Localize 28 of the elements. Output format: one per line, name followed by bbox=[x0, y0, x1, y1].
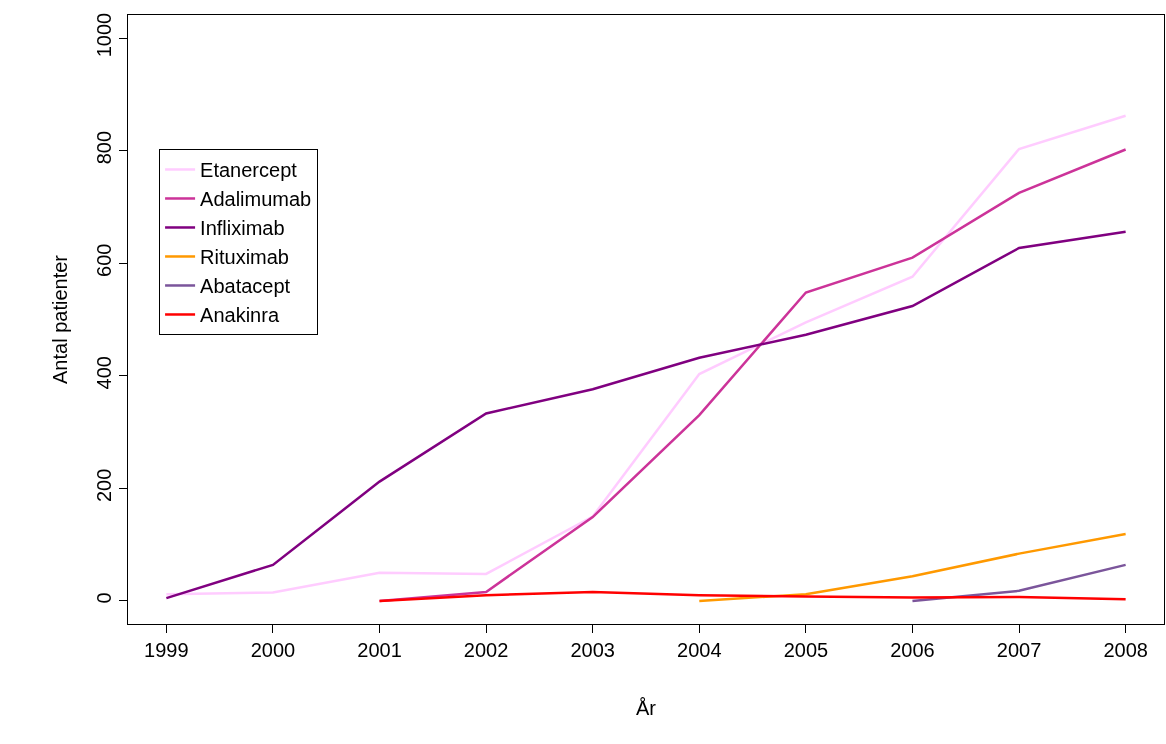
x-tick-label: 2005 bbox=[783, 639, 829, 661]
y-tick-label: 200 bbox=[93, 468, 115, 503]
x-tick-label: 2007 bbox=[996, 639, 1042, 661]
x-tick-label: 2003 bbox=[570, 639, 615, 661]
x-tick-label: 2002 bbox=[463, 639, 509, 661]
y-tick-label: 600 bbox=[93, 243, 115, 277]
legend-label: Adalimumab bbox=[200, 188, 312, 211]
legend-label: Etanercept bbox=[200, 159, 298, 182]
x-axis-title: År bbox=[636, 696, 657, 719]
x-tick-label: 2000 bbox=[250, 639, 296, 661]
legend-label: Abatacept bbox=[200, 275, 291, 298]
y-axis-title: Antal patienter bbox=[48, 254, 71, 384]
legend-label: Anakinra bbox=[200, 304, 280, 327]
x-tick-label: 1999 bbox=[144, 639, 189, 661]
y-tick-label: 0 bbox=[93, 592, 115, 604]
x-tick-label: 2004 bbox=[677, 639, 722, 661]
y-tick-label: 1000 bbox=[93, 12, 115, 58]
line-series bbox=[378, 590, 1127, 603]
legend-label: Rituximab bbox=[200, 246, 289, 269]
y-tick-label: 800 bbox=[93, 130, 115, 165]
x-tick-label: 2006 bbox=[890, 639, 935, 661]
line-series bbox=[378, 148, 1127, 603]
legend-label: Infliximab bbox=[200, 217, 285, 240]
x-tick-label: 2008 bbox=[1103, 639, 1148, 661]
line-series bbox=[165, 114, 1127, 596]
x-tick-label: 2001 bbox=[357, 639, 402, 661]
line-series bbox=[698, 532, 1127, 603]
y-tick-label: 400 bbox=[93, 356, 115, 390]
